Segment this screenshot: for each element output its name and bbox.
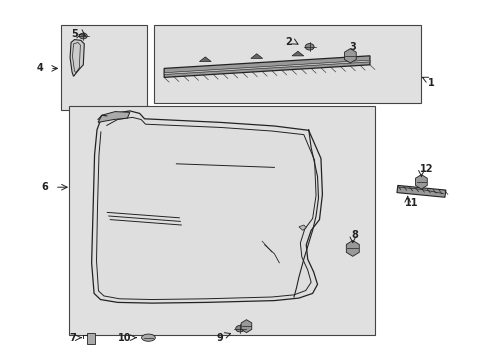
Polygon shape	[164, 60, 370, 75]
Polygon shape	[397, 185, 446, 197]
Polygon shape	[98, 112, 130, 122]
Circle shape	[305, 44, 314, 50]
Polygon shape	[241, 320, 252, 333]
Circle shape	[236, 325, 245, 332]
Text: 5: 5	[71, 29, 78, 39]
Text: 6: 6	[42, 182, 49, 192]
Text: 7: 7	[69, 333, 76, 343]
Polygon shape	[416, 175, 427, 189]
Polygon shape	[346, 240, 359, 256]
Text: 11: 11	[405, 198, 418, 208]
Bar	[69, 106, 375, 335]
Text: 1: 1	[428, 78, 435, 88]
Bar	[87, 333, 95, 344]
Text: 12: 12	[419, 164, 433, 174]
Text: 3: 3	[349, 42, 356, 52]
Text: 10: 10	[118, 333, 132, 343]
Polygon shape	[92, 111, 322, 303]
Polygon shape	[299, 225, 306, 230]
Polygon shape	[199, 57, 211, 62]
Bar	[154, 25, 421, 103]
Polygon shape	[292, 51, 304, 56]
Bar	[61, 25, 147, 110]
Text: 8: 8	[352, 230, 359, 240]
Text: 9: 9	[216, 333, 223, 343]
Polygon shape	[164, 56, 370, 77]
Polygon shape	[251, 54, 263, 58]
Ellipse shape	[142, 334, 155, 341]
Text: 2: 2	[286, 37, 293, 48]
Polygon shape	[344, 49, 356, 63]
Polygon shape	[70, 40, 84, 76]
Text: 4: 4	[37, 63, 44, 73]
Circle shape	[79, 33, 87, 39]
